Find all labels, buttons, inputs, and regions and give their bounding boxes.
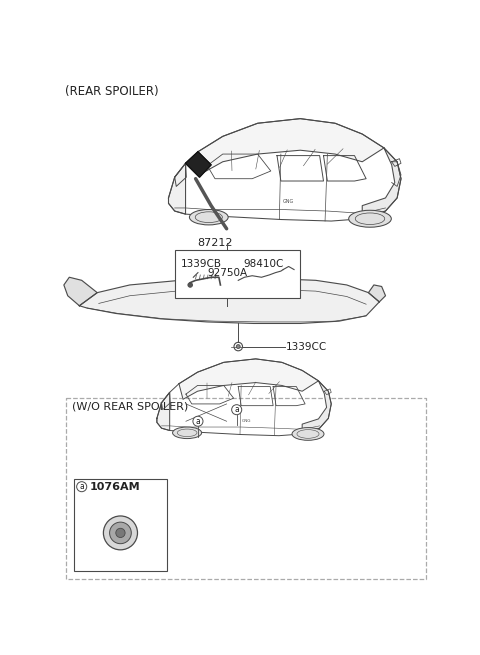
Polygon shape [186, 152, 211, 177]
FancyBboxPatch shape [74, 479, 167, 571]
Text: GNG: GNG [242, 419, 252, 423]
Polygon shape [369, 285, 385, 302]
Polygon shape [362, 148, 401, 219]
Text: a: a [79, 482, 84, 491]
Polygon shape [302, 381, 331, 434]
Ellipse shape [348, 210, 391, 227]
Text: 92750A: 92750A [207, 268, 247, 278]
Text: 1339CC: 1339CC [286, 341, 327, 352]
Polygon shape [157, 392, 169, 430]
Text: (REAR SPOILER): (REAR SPOILER) [65, 84, 158, 98]
Text: 98410C: 98410C [243, 259, 283, 269]
Text: a: a [234, 405, 239, 414]
Text: 1339CB: 1339CB [181, 259, 222, 269]
Circle shape [193, 416, 203, 426]
Ellipse shape [173, 427, 202, 439]
Circle shape [116, 529, 125, 538]
Polygon shape [79, 279, 379, 324]
Ellipse shape [190, 210, 228, 225]
Circle shape [188, 283, 192, 288]
Circle shape [109, 522, 132, 544]
Text: (W/O REAR SPOILER): (W/O REAR SPOILER) [72, 402, 189, 411]
Polygon shape [168, 163, 186, 214]
Text: 87212: 87212 [197, 238, 233, 248]
FancyBboxPatch shape [175, 250, 300, 298]
Polygon shape [179, 359, 318, 400]
Polygon shape [198, 119, 384, 172]
Circle shape [103, 516, 137, 550]
Ellipse shape [292, 428, 324, 440]
Circle shape [232, 405, 242, 415]
Text: GNG: GNG [283, 199, 294, 204]
Circle shape [236, 345, 240, 348]
Text: a: a [195, 417, 200, 426]
Circle shape [77, 481, 87, 492]
Polygon shape [64, 277, 97, 306]
Text: 1076AM: 1076AM [89, 481, 140, 492]
